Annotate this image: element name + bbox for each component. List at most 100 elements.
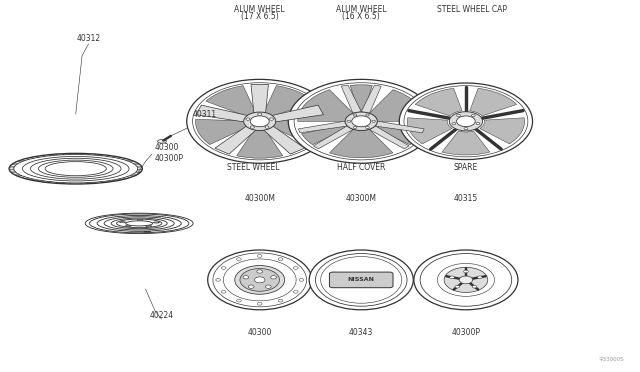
Polygon shape (251, 84, 269, 113)
Text: STEEL WHEEL: STEEL WHEEL (227, 163, 280, 172)
Circle shape (250, 126, 255, 128)
Polygon shape (341, 85, 362, 113)
Ellipse shape (137, 219, 143, 221)
Wedge shape (330, 129, 393, 158)
Circle shape (472, 285, 477, 288)
Circle shape (353, 126, 356, 128)
Ellipse shape (125, 221, 153, 226)
Circle shape (444, 267, 488, 292)
Text: 40343: 40343 (349, 328, 373, 337)
Circle shape (472, 114, 476, 116)
Circle shape (266, 285, 271, 288)
Wedge shape (376, 125, 421, 145)
Circle shape (278, 258, 283, 260)
Circle shape (365, 114, 369, 116)
Circle shape (216, 279, 220, 281)
Circle shape (449, 112, 483, 131)
Circle shape (257, 254, 262, 257)
Circle shape (248, 285, 254, 288)
Polygon shape (196, 105, 248, 122)
Polygon shape (272, 105, 323, 122)
Polygon shape (314, 126, 353, 149)
Circle shape (250, 116, 269, 127)
Circle shape (271, 276, 276, 279)
Circle shape (237, 258, 241, 260)
Text: NISSAN: NISSAN (348, 278, 375, 282)
Wedge shape (206, 86, 256, 117)
Circle shape (456, 116, 476, 126)
Circle shape (269, 118, 273, 120)
Circle shape (240, 269, 280, 291)
Circle shape (235, 266, 285, 294)
Circle shape (237, 299, 241, 302)
Text: 40224: 40224 (149, 311, 173, 320)
Circle shape (221, 291, 226, 293)
Circle shape (345, 112, 378, 131)
Polygon shape (264, 126, 305, 154)
Ellipse shape (157, 140, 166, 143)
Text: 40300P: 40300P (451, 328, 481, 337)
Circle shape (452, 122, 456, 125)
Text: 40300M: 40300M (244, 194, 275, 203)
Circle shape (293, 267, 298, 269)
Polygon shape (215, 126, 256, 154)
Text: (16 X 6.5): (16 X 6.5) (342, 12, 380, 21)
Wedge shape (470, 88, 516, 116)
Ellipse shape (125, 225, 131, 227)
Wedge shape (237, 129, 283, 158)
Text: STEEL WHEEL CAP: STEEL WHEEL CAP (437, 5, 508, 14)
Circle shape (309, 250, 413, 310)
Text: 40312: 40312 (76, 34, 100, 43)
Wedge shape (271, 119, 324, 144)
Circle shape (372, 120, 376, 122)
Wedge shape (480, 118, 525, 144)
Circle shape (243, 276, 249, 279)
Circle shape (456, 114, 460, 116)
Wedge shape (407, 118, 452, 144)
Circle shape (450, 276, 454, 279)
Text: 40300: 40300 (155, 143, 179, 152)
Circle shape (258, 113, 262, 115)
Text: 40300M: 40300M (346, 194, 377, 203)
Text: HALF COVER: HALF COVER (337, 163, 385, 172)
Polygon shape (376, 121, 424, 133)
Circle shape (265, 126, 269, 128)
Wedge shape (301, 125, 346, 145)
Wedge shape (442, 131, 490, 155)
Circle shape (365, 126, 369, 128)
Circle shape (257, 270, 262, 273)
Ellipse shape (146, 226, 152, 227)
Text: 40300: 40300 (248, 328, 272, 337)
Polygon shape (361, 85, 381, 113)
Circle shape (477, 276, 482, 279)
Circle shape (221, 267, 226, 269)
Circle shape (352, 116, 371, 127)
Ellipse shape (120, 222, 125, 223)
Circle shape (455, 285, 460, 288)
Circle shape (288, 79, 434, 163)
Circle shape (464, 128, 468, 129)
Circle shape (278, 299, 283, 302)
Wedge shape (415, 88, 462, 116)
Text: 40300P: 40300P (155, 154, 184, 163)
Circle shape (246, 118, 250, 120)
Circle shape (353, 114, 356, 116)
Circle shape (244, 112, 276, 131)
Ellipse shape (154, 222, 159, 223)
Text: (17 X 6.5): (17 X 6.5) (241, 12, 278, 21)
Circle shape (257, 302, 262, 305)
Text: 40315: 40315 (454, 194, 478, 203)
Circle shape (399, 83, 532, 160)
Circle shape (208, 250, 312, 310)
Text: ∓33000S: ∓33000S (599, 357, 625, 362)
Wedge shape (350, 85, 372, 110)
Polygon shape (369, 126, 409, 149)
Text: SPARE: SPARE (454, 163, 478, 172)
Wedge shape (369, 90, 425, 121)
Circle shape (459, 276, 473, 284)
Circle shape (187, 79, 333, 163)
Text: ALUM WHEEL: ALUM WHEEL (336, 5, 387, 14)
Polygon shape (298, 121, 347, 133)
Wedge shape (196, 119, 248, 144)
Circle shape (255, 277, 265, 283)
